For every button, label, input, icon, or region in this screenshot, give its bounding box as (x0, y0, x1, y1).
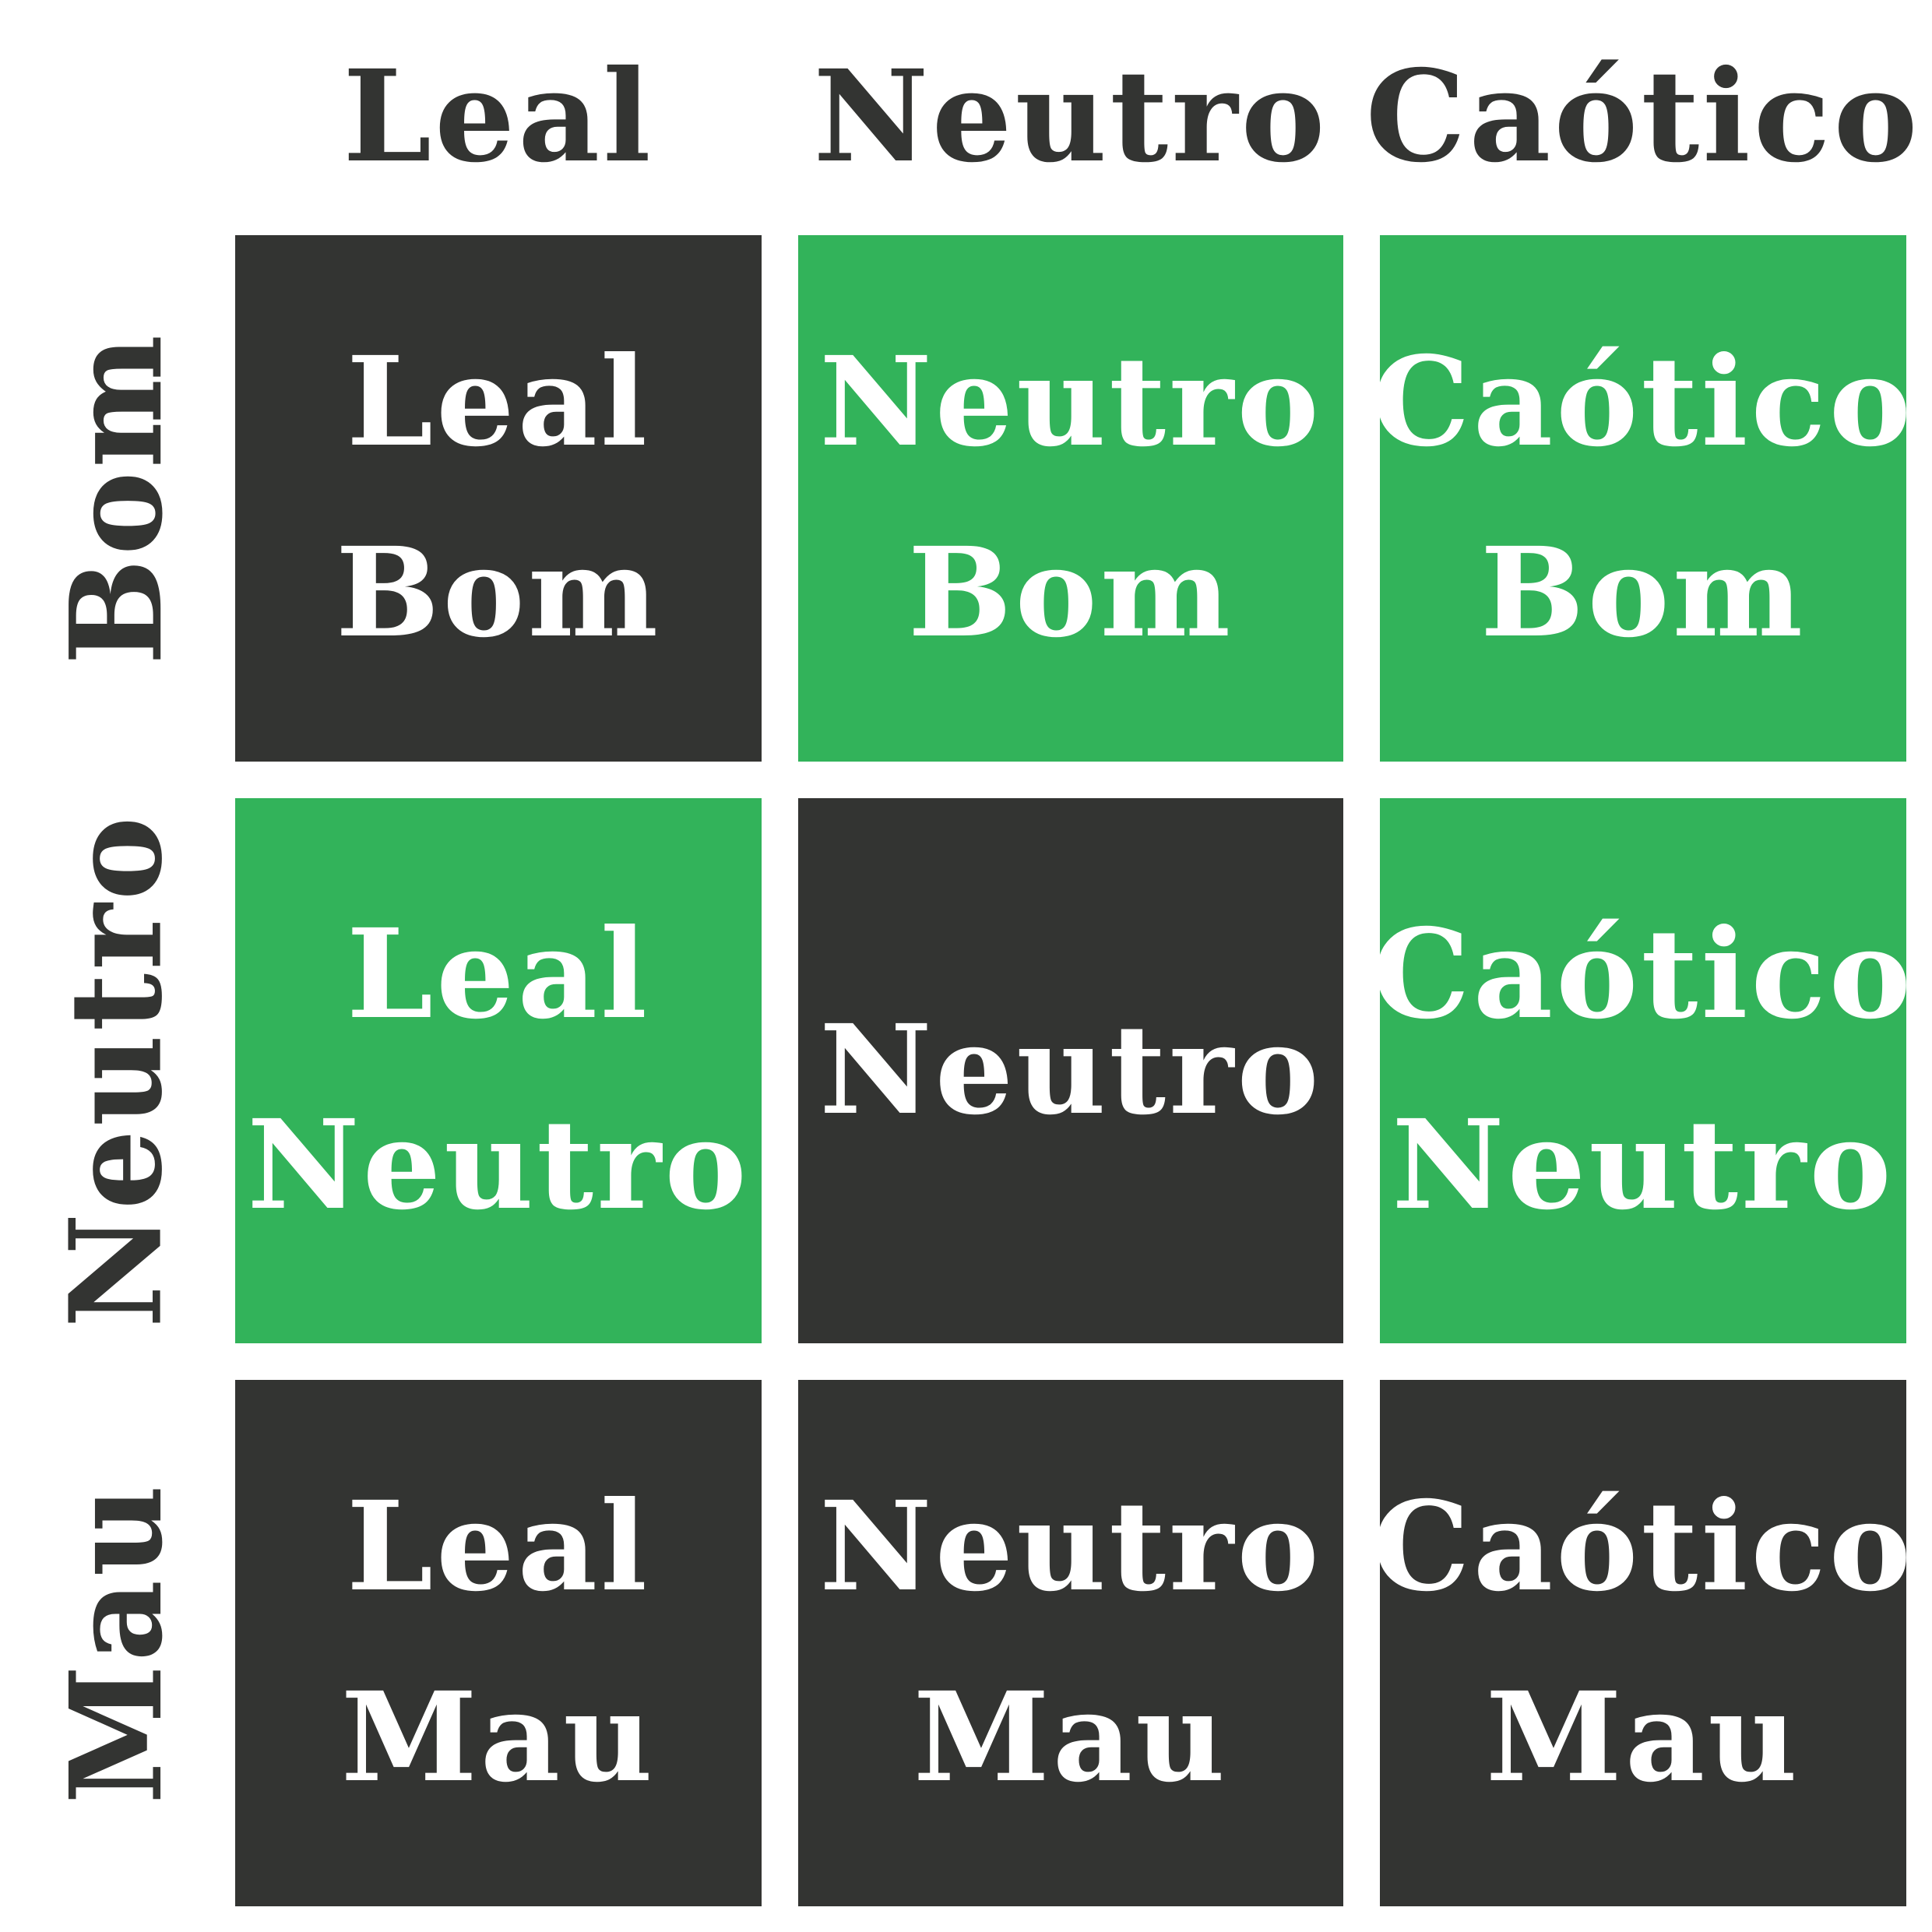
row-header-neutro: Neutro (43, 798, 191, 1343)
cell-leal-neutro-line1: Leal (346, 903, 650, 1047)
cell-neutro-mau-line1: Neutro (819, 1475, 1322, 1620)
column-header-leal: Leal (343, 43, 654, 191)
cell-neutro-mau-line2: Mau (913, 1666, 1229, 1810)
cell-caotico-neutro-line1: Caótico (1371, 903, 1915, 1047)
cell-caotico-mau: Caótico Mau (1372, 1380, 1911, 1906)
column-header-neutro: Neutro (813, 43, 1328, 191)
cell-caotico-mau-line1: Caótico (1371, 1475, 1915, 1620)
cell-leal-neutro: Leal Neutro (235, 798, 762, 1343)
row-header-mau-label: Mau (43, 1481, 192, 1805)
cell-leal-bom-line2: Bom (335, 521, 662, 665)
cell-leal-bom-line1: Leal (346, 330, 650, 475)
cell-neutro-bom: Neutro Bom (798, 235, 1343, 762)
row-header-bom: Bom (43, 235, 191, 762)
cell-neutro-mau: Neutro Mau (798, 1380, 1343, 1906)
cell-leal-mau: Leal Mau (235, 1380, 762, 1906)
cell-caotico-bom-line2: Bom (1480, 521, 1807, 665)
cell-leal-mau-line2: Mau (340, 1666, 656, 1810)
cell-caotico-neutro: Caótico Neutro (1372, 798, 1911, 1343)
cell-leal-bom: Leal Bom (235, 235, 762, 762)
cell-neutro-neutro: Neutro (798, 798, 1343, 1343)
cell-caotico-mau-line2: Mau (1485, 1666, 1801, 1810)
row-header-bom-label: Bom (43, 331, 192, 666)
cell-leal-neutro-line2: Neutro (247, 1093, 750, 1237)
cell-caotico-bom-line1: Caótico (1371, 330, 1915, 475)
cell-neutro-bom-line1: Neutro (819, 330, 1322, 475)
cell-caotico-bom: Caótico Bom (1372, 235, 1911, 762)
column-header-caotico: Caótico (1365, 43, 1921, 191)
cell-caotico-neutro-line2: Neutro (1392, 1093, 1895, 1237)
row-header-mau: Mau (43, 1380, 191, 1906)
cell-neutro-neutro-line1: Neutro (819, 998, 1322, 1142)
cell-neutro-bom-line2: Bom (907, 521, 1234, 665)
cell-leal-mau-line1: Leal (346, 1475, 650, 1620)
row-header-neutro-label: Neutro (43, 813, 192, 1328)
